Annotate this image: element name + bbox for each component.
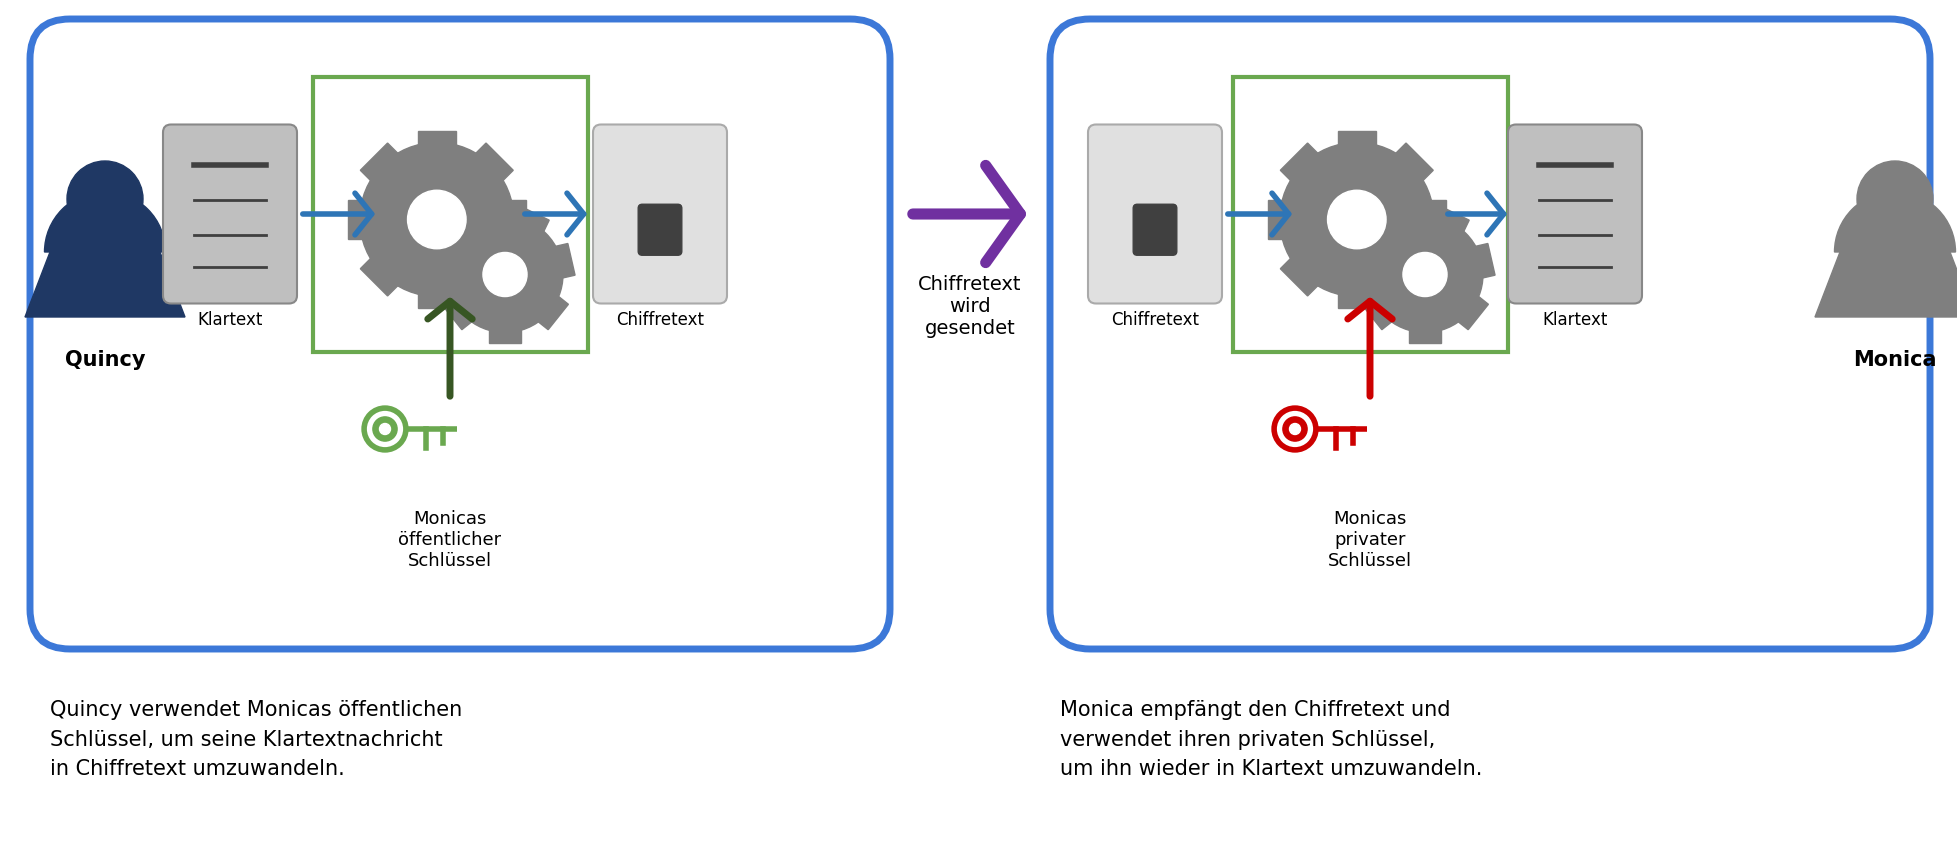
FancyBboxPatch shape [593, 125, 726, 304]
Polygon shape [1814, 253, 1957, 318]
Text: Chiffretext
wird
gesendet: Chiffretext wird gesendet [918, 274, 1022, 337]
Text: Klartext: Klartext [198, 310, 262, 328]
Polygon shape [474, 144, 513, 183]
FancyBboxPatch shape [1509, 125, 1642, 304]
FancyBboxPatch shape [638, 205, 681, 256]
FancyBboxPatch shape [29, 20, 890, 649]
Polygon shape [489, 329, 521, 343]
Circle shape [1290, 424, 1301, 435]
Circle shape [1857, 162, 1934, 238]
Circle shape [407, 191, 466, 250]
Polygon shape [460, 207, 497, 234]
Polygon shape [513, 207, 550, 234]
Polygon shape [417, 292, 456, 309]
Polygon shape [1456, 296, 1489, 331]
FancyBboxPatch shape [1233, 78, 1507, 352]
Circle shape [1284, 417, 1307, 441]
FancyBboxPatch shape [1051, 20, 1930, 649]
Polygon shape [474, 257, 513, 296]
Circle shape [483, 253, 526, 297]
Polygon shape [1382, 207, 1417, 234]
Polygon shape [1354, 245, 1376, 279]
Polygon shape [1362, 296, 1393, 331]
Wedge shape [1834, 193, 1955, 253]
Polygon shape [1393, 257, 1433, 296]
FancyBboxPatch shape [1133, 205, 1176, 256]
Text: Monicas
öffentlicher
Schlüssel: Monicas öffentlicher Schlüssel [399, 509, 501, 569]
Circle shape [380, 424, 391, 435]
Text: Klartext: Klartext [1542, 310, 1609, 328]
Polygon shape [348, 201, 364, 239]
Text: Monica: Monica [1853, 349, 1937, 370]
Circle shape [1368, 217, 1483, 333]
Polygon shape [442, 296, 474, 331]
Polygon shape [434, 245, 456, 279]
Polygon shape [1409, 329, 1440, 343]
Circle shape [67, 162, 143, 238]
Text: Monicas
privater
Schlüssel: Monicas privater Schlüssel [1329, 509, 1413, 569]
Text: Quincy verwendet Monicas öffentlichen
Schlüssel, um seine Klartextnachricht
in C: Quincy verwendet Monicas öffentlichen Sc… [51, 699, 462, 778]
Circle shape [446, 217, 564, 333]
Polygon shape [1280, 257, 1319, 296]
Polygon shape [417, 131, 456, 148]
Polygon shape [1474, 245, 1495, 279]
Polygon shape [1280, 144, 1319, 183]
Polygon shape [360, 144, 399, 183]
Polygon shape [509, 201, 526, 239]
Circle shape [1327, 191, 1386, 250]
Text: Chiffretext: Chiffretext [616, 310, 705, 328]
Circle shape [1280, 143, 1434, 297]
Polygon shape [1429, 201, 1446, 239]
Polygon shape [1337, 131, 1376, 148]
Polygon shape [25, 253, 186, 318]
Polygon shape [1337, 292, 1376, 309]
Text: Quincy: Quincy [65, 349, 145, 370]
FancyBboxPatch shape [313, 78, 587, 352]
Polygon shape [360, 257, 399, 296]
Polygon shape [554, 245, 575, 279]
Polygon shape [1268, 201, 1286, 239]
Text: Chiffretext: Chiffretext [1112, 310, 1200, 328]
FancyBboxPatch shape [162, 125, 297, 304]
Circle shape [374, 417, 397, 441]
FancyBboxPatch shape [1088, 125, 1221, 304]
Polygon shape [536, 296, 568, 331]
Polygon shape [1393, 144, 1433, 183]
Text: Monica empfängt den Chiffretext und
verwendet ihren privaten Schlüssel,
um ihn w: Monica empfängt den Chiffretext und verw… [1061, 699, 1481, 778]
Wedge shape [45, 193, 166, 253]
Circle shape [360, 143, 515, 297]
Polygon shape [1434, 207, 1470, 234]
Circle shape [1403, 253, 1446, 297]
